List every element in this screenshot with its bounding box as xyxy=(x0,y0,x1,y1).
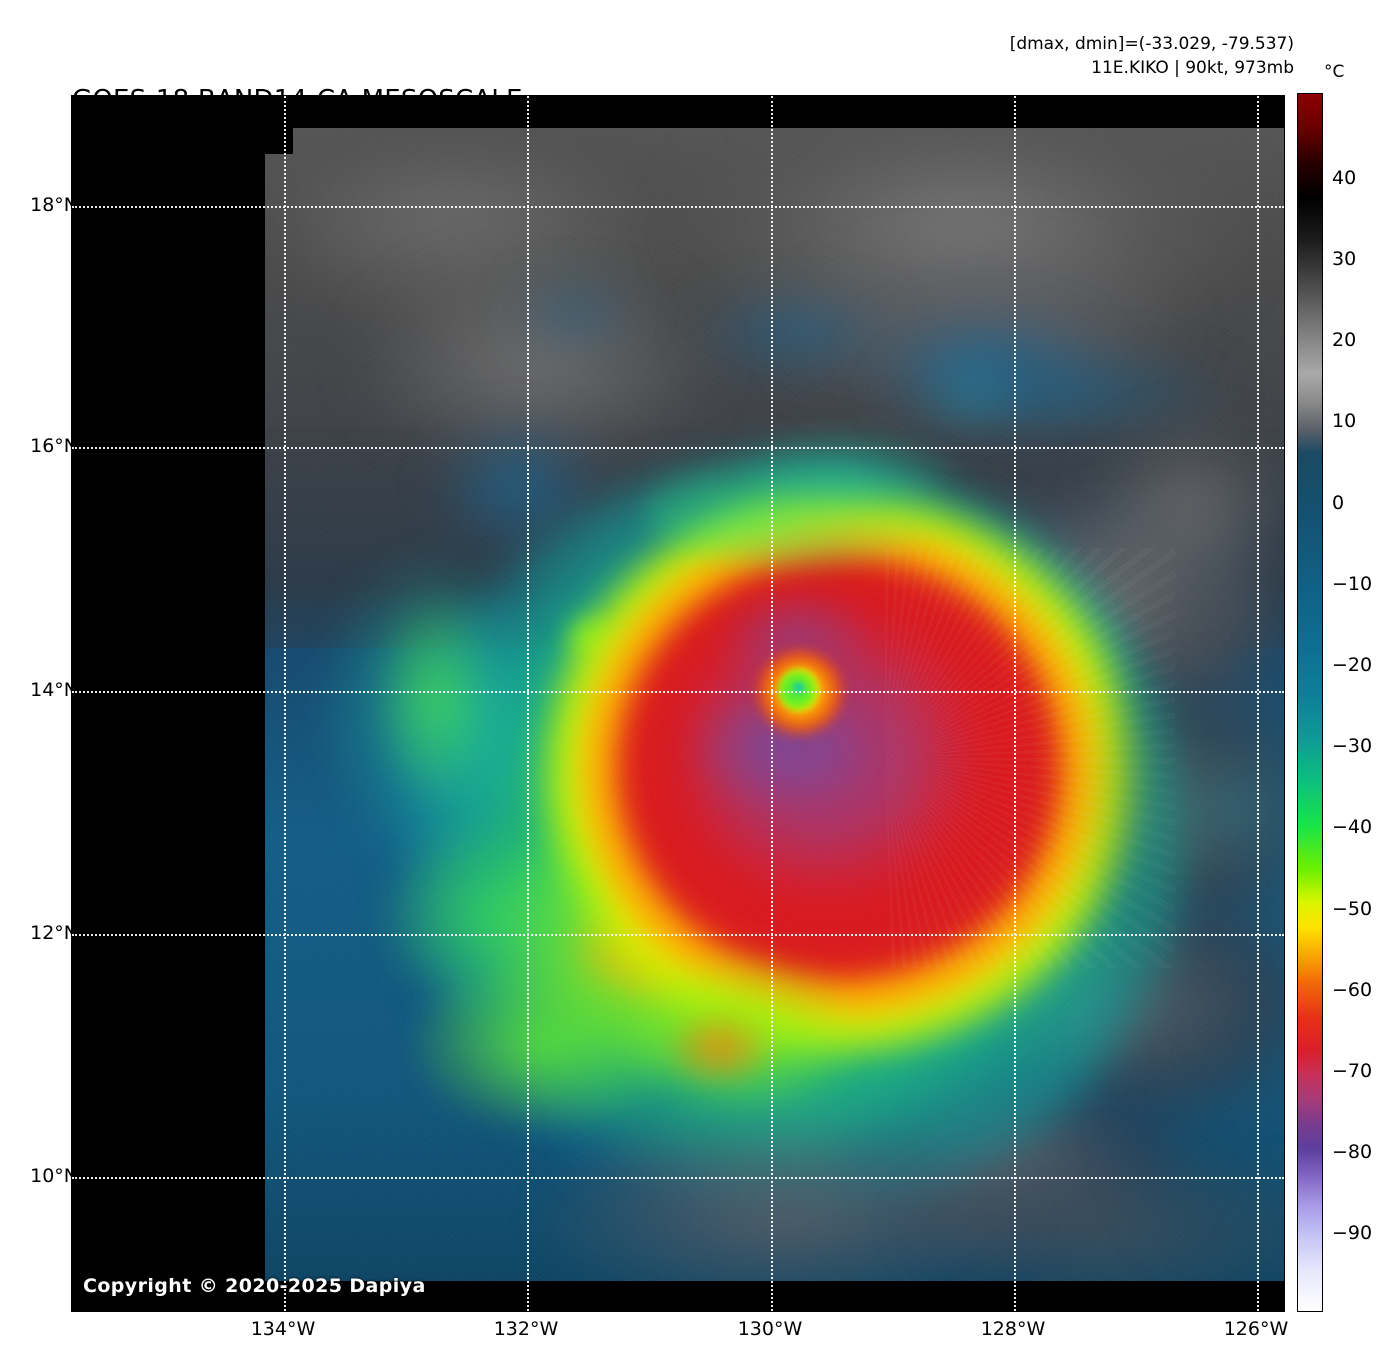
x-tick-130w: 130°W xyxy=(737,1318,803,1340)
cbar-tick-m70: −70 xyxy=(1332,1060,1373,1082)
gridline-lon-126 xyxy=(1257,96,1259,1311)
y-tick-10n: 10°N xyxy=(30,1165,78,1187)
gridline-lon-134 xyxy=(284,96,286,1311)
y-tick-18n: 18°N xyxy=(30,194,78,216)
x-tick-128w: 128°W xyxy=(980,1318,1046,1340)
metadata-block: [dmax, dmin]=(-33.029, -79.537) 11E.KIKO… xyxy=(1010,32,1294,80)
cbar-tick-20: 20 xyxy=(1332,329,1357,351)
cbar-tick-m20: −20 xyxy=(1332,654,1373,676)
gridline-lat-12 xyxy=(72,934,1284,936)
dmax-dmin-label: [dmax, dmin]=(-33.029, -79.537) xyxy=(1009,34,1294,54)
colorbar-unit-label: °C xyxy=(1324,62,1345,82)
cbar-tick-10: 10 xyxy=(1332,410,1357,432)
cbar-tick-m50: −50 xyxy=(1332,898,1373,920)
storm-info-label: 11E.KIKO | 90kt, 973mb xyxy=(1091,58,1294,78)
y-tick-16n: 16°N xyxy=(30,435,78,457)
gridline-lon-130 xyxy=(771,96,773,1311)
cbar-tick-m30: −30 xyxy=(1332,735,1373,757)
x-tick-126w: 126°W xyxy=(1223,1318,1289,1340)
gridline-lon-132 xyxy=(527,96,529,1311)
raster-texture xyxy=(265,128,1284,1281)
data-corner-notch xyxy=(265,128,293,154)
copyright-label: Copyright © 2020-2025 Dapiya xyxy=(83,1275,426,1297)
y-tick-14n: 14°N xyxy=(30,679,78,701)
cbar-tick-30: 30 xyxy=(1332,248,1357,270)
cbar-tick-m80: −80 xyxy=(1332,1141,1373,1163)
gridline-lat-16 xyxy=(72,447,1284,449)
data-extent xyxy=(265,128,1284,1281)
cbar-tick-m40: −40 xyxy=(1332,816,1373,838)
gridline-lat-18 xyxy=(72,206,1284,208)
cbar-tick-40: 40 xyxy=(1332,167,1357,189)
x-tick-134w: 134°W xyxy=(250,1318,316,1340)
x-tick-132w: 132°W xyxy=(493,1318,559,1340)
gridline-lat-10 xyxy=(72,1177,1284,1179)
cbar-tick-m60: −60 xyxy=(1332,979,1373,1001)
temperature-colorbar[interactable] xyxy=(1297,93,1323,1312)
gridline-lat-14 xyxy=(72,691,1284,693)
cbar-tick-m10: −10 xyxy=(1332,573,1373,595)
cbar-tick-0: 0 xyxy=(1332,492,1345,514)
satellite-image-plot[interactable]: Copyright © 2020-2025 Dapiya xyxy=(71,95,1285,1312)
satellite-raster xyxy=(72,96,1284,1311)
y-tick-12n: 12°N xyxy=(30,922,78,944)
gridline-lon-128 xyxy=(1014,96,1016,1311)
cbar-tick-m90: −90 xyxy=(1332,1222,1373,1244)
